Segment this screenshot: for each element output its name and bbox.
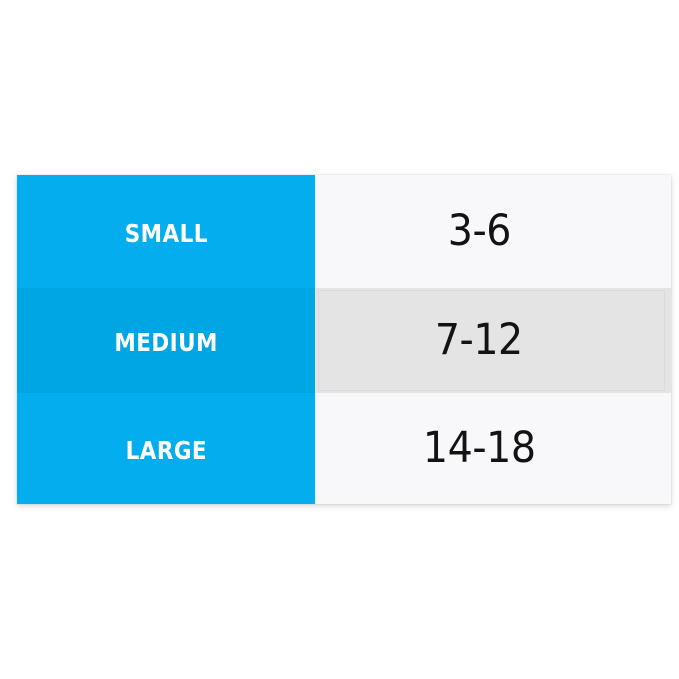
- size-value-medium: 7-12: [435, 315, 523, 365]
- size-value-large: 14-18: [422, 423, 536, 473]
- size-label-cell-small: Small: [17, 175, 315, 288]
- table-row: Small 3-6: [17, 175, 671, 288]
- table-row: Medium 7-12: [17, 288, 671, 393]
- size-label-small: Small: [124, 209, 208, 251]
- size-value-small: 3-6: [447, 206, 511, 256]
- size-label-cell-medium: Medium: [17, 288, 315, 393]
- size-label-medium: Medium: [114, 318, 218, 360]
- size-value-cell-large: 14-18: [315, 393, 671, 504]
- size-label-cell-large: Large: [17, 393, 315, 504]
- size-value-cell-small: 3-6: [315, 175, 671, 288]
- size-label-large: Large: [125, 426, 207, 468]
- size-value-cell-medium: 7-12: [315, 288, 671, 393]
- size-chart-table: Small 3-6 Medium 7-12 Large 14-18: [17, 175, 671, 504]
- table-row: Large 14-18: [17, 393, 671, 504]
